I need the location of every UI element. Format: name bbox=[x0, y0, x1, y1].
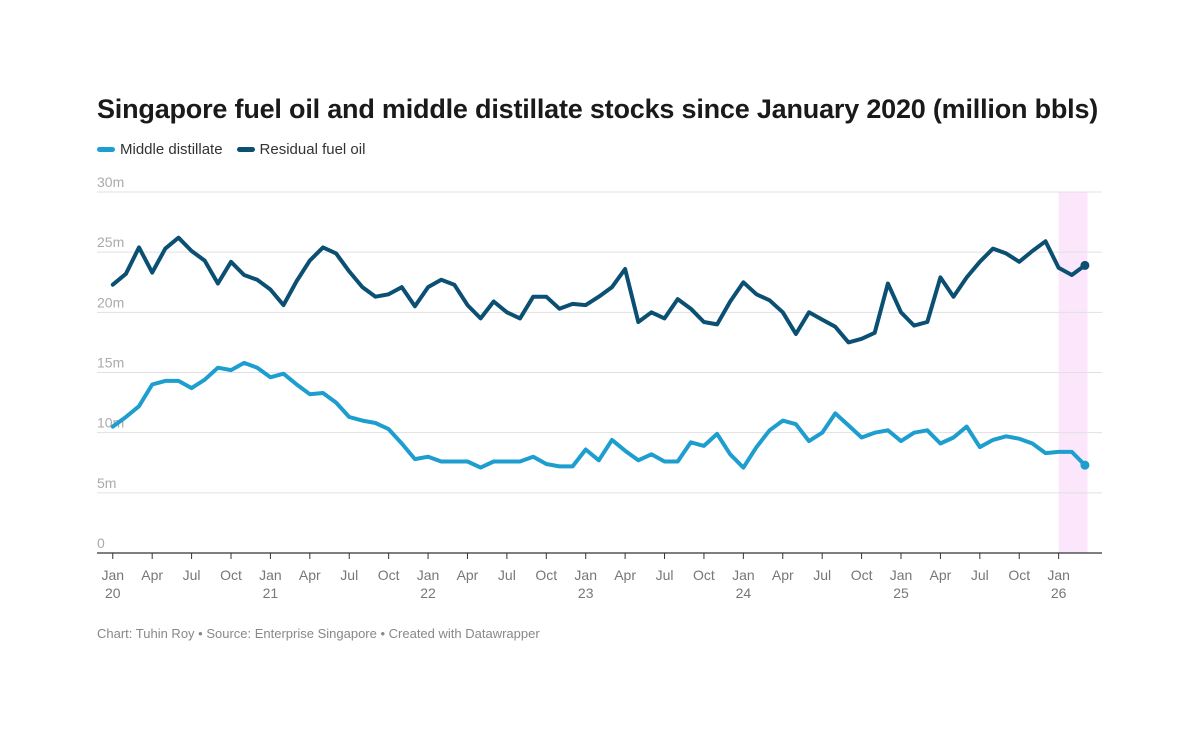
x-tick-year-label: 26 bbox=[1051, 585, 1067, 601]
x-tick-label: Apr bbox=[614, 567, 636, 583]
x-tick-label: Oct bbox=[220, 567, 242, 583]
x-tick-label: Oct bbox=[1008, 567, 1030, 583]
legend-swatch-middle-distillate bbox=[97, 147, 115, 152]
x-tick-label: Oct bbox=[378, 567, 400, 583]
x-tick-label: Oct bbox=[851, 567, 873, 583]
x-tick-label: Jan bbox=[732, 567, 755, 583]
x-tick-label: Apr bbox=[299, 567, 321, 583]
x-tick-label: Apr bbox=[457, 567, 479, 583]
x-tick-label: Jul bbox=[971, 567, 989, 583]
y-tick-label: 10m bbox=[97, 415, 124, 431]
x-tick-label: Oct bbox=[535, 567, 557, 583]
y-tick-label: 20m bbox=[97, 294, 124, 310]
x-tick-label: Apr bbox=[930, 567, 952, 583]
x-tick-label: Jan bbox=[101, 567, 124, 583]
y-tick-label: 25m bbox=[97, 234, 124, 250]
x-tick-label: Jan bbox=[890, 567, 913, 583]
chart-footer: Chart: Tuhin Roy • Source: Enterprise Si… bbox=[97, 626, 540, 641]
series-line-residual-fuel-oil bbox=[110, 235, 1087, 345]
x-tick-label: Jan bbox=[417, 567, 440, 583]
x-tick-label: Apr bbox=[772, 567, 794, 583]
x-tick-year-label: 21 bbox=[263, 585, 279, 601]
x-tick-label: Jul bbox=[183, 567, 201, 583]
series-line-middle-distillate bbox=[110, 360, 1087, 470]
x-tick-year-label: 23 bbox=[578, 585, 594, 601]
series-endpoint-residual-fuel-oil bbox=[1080, 260, 1090, 270]
y-tick-label: 0 bbox=[97, 535, 105, 551]
x-tick-year-label: 20 bbox=[105, 585, 121, 601]
x-tick-year-label: 22 bbox=[420, 585, 436, 601]
x-tick-label: Jul bbox=[656, 567, 674, 583]
chart-legend: Middle distillate Residual fuel oil bbox=[97, 141, 365, 158]
x-tick-year-label: 24 bbox=[736, 585, 752, 601]
legend-item-middle-distillate: Middle distillate bbox=[97, 141, 223, 158]
y-tick-label: 15m bbox=[97, 355, 124, 371]
legend-label-residual-fuel-oil: Residual fuel oil bbox=[259, 141, 366, 158]
x-tick-label: Jul bbox=[498, 567, 516, 583]
chart-title: Singapore fuel oil and middle distillate… bbox=[97, 94, 1099, 124]
x-tick-label: Jul bbox=[813, 567, 831, 583]
x-tick-label: Jan bbox=[574, 567, 597, 583]
x-tick-label: Jan bbox=[259, 567, 282, 583]
y-tick-label: 30m bbox=[97, 174, 124, 190]
legend-swatch-residual-fuel-oil bbox=[236, 147, 255, 152]
legend-label-middle-distillate: Middle distillate bbox=[120, 141, 223, 158]
series-endpoint-middle-distillate bbox=[1080, 460, 1090, 470]
x-tick-label: Oct bbox=[693, 567, 715, 583]
legend-item-residual-fuel-oil: Residual fuel oil bbox=[236, 141, 366, 158]
x-tick-label: Jan bbox=[1047, 567, 1070, 583]
y-tick-label: 5m bbox=[97, 475, 116, 491]
x-tick-label: Jul bbox=[340, 567, 358, 583]
x-tick-label: Apr bbox=[141, 567, 163, 583]
x-tick-year-label: 25 bbox=[893, 585, 909, 601]
